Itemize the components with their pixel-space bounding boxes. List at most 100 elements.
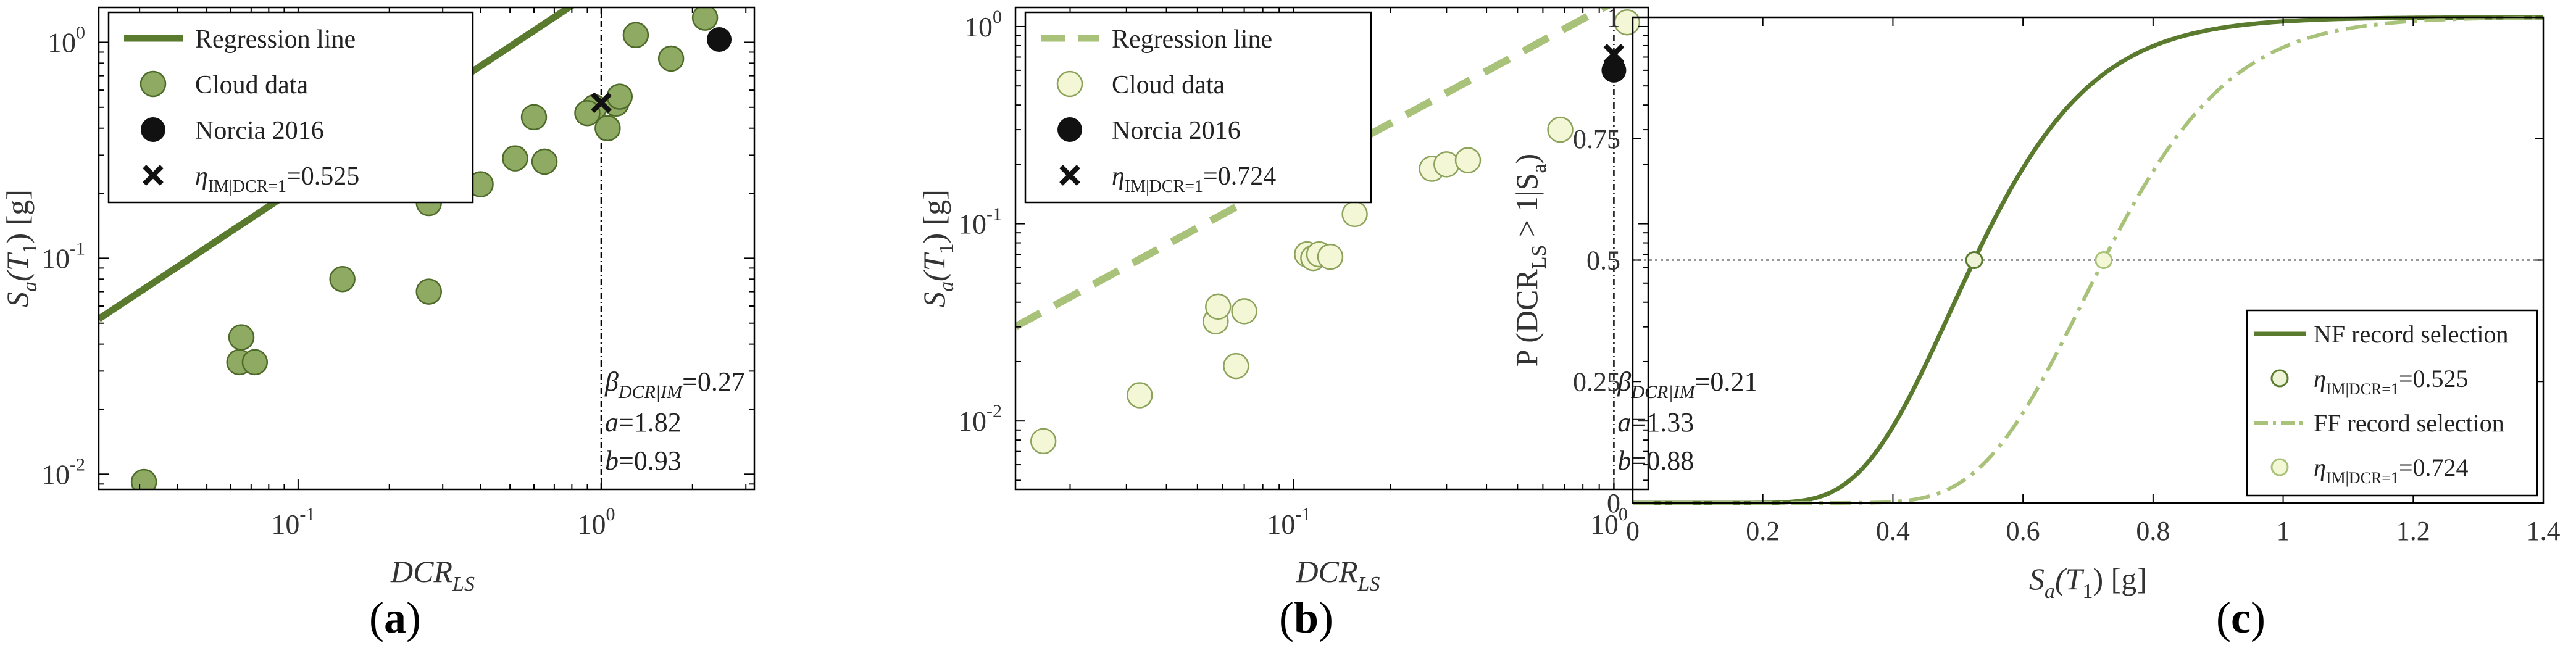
b-annotation: b=0.93 [605,446,682,476]
x-tick-label: 100 [1590,504,1628,540]
eta-marker [1603,43,1625,65]
legend-eta-marker [143,165,164,186]
panel-b: 10-1 100 10-2 10-1 100 DCRLS Sa(T1) [g] Regress… [917,6,1757,596]
x-axis-label: DCRLS [1296,554,1380,596]
x-tick-label: 0.4 [1876,516,1910,546]
legend-norcia-marker [1057,117,1082,142]
median-marker-ff [2095,251,2113,269]
legend: Regression line Cloud data Norcia 2016 ηIM|… [1024,11,1372,204]
x-tick-label: 0.6 [2006,516,2040,546]
cloud-data-point [228,324,255,351]
legend-eta-marker [1059,165,1080,186]
panel-label-a: (a) [369,593,421,642]
x-tick-label: 0 [1626,516,1640,546]
y-tick-label: 1 [1607,2,1620,33]
legend-label: Cloud data [1112,71,1225,99]
legend-label: Norcia 2016 [1112,117,1241,145]
x-tick-label: 100 [577,504,615,540]
legend-label: ηIM|DCR=1=0.724 [1112,162,1276,196]
x-tick-label: 1.4 [2527,516,2561,546]
cloud-data-point [1231,298,1257,325]
cloud-data-point [531,148,558,175]
x-tick-label: 1 [2277,516,2290,546]
panel-label-b: (b) [1278,593,1333,642]
cloud-data-point [1547,116,1574,143]
legend: Regression line Cloud data Norcia 2016 ηIM|… [107,11,474,204]
panel-c: 0 0.2 0.4 0.6 0.8 1 1.2 1.4 0 0.25 0.5 0.75 1 Sa(T1) … [1509,2,2561,603]
legend-median-marker [2270,458,2289,476]
a-annotation: a=1.82 [605,407,682,438]
y-tick-label: 10-1 [41,238,85,274]
y-tick-label: 10-2 [958,401,1002,437]
norcia-2016-point [707,27,732,52]
cloud-data-point [594,115,621,141]
b-annotation: b=0.88 [1617,446,1694,476]
legend-label: Regression line [1112,25,1272,54]
cloud-data-point [1454,147,1482,173]
legend-cloud-marker [140,70,167,98]
y-tick-label: 10-2 [41,454,85,490]
legend-label: ηIM|DCR=1=0.724 [2314,454,2469,487]
cloud-data-point [657,45,685,72]
panel-label-c: (c) [2216,593,2265,642]
cloud-data-point [130,468,157,489]
legend-box [1024,11,1372,204]
y-tick-label: 10-1 [958,204,1002,240]
y-tick-label: 100 [48,22,85,58]
axes-box [1014,6,1649,491]
legend-label: ηIM|DCR=1=0.525 [2314,365,2469,398]
legend-label: Cloud data [195,71,308,99]
x-tick-label: 10-1 [271,504,315,540]
legend-box [2246,309,2538,497]
median-marker-nf [1965,251,1983,269]
y-axis-label: P (DCRLS > 1|Sa) [1509,154,1551,367]
fragility-curve-ff [1633,15,2543,505]
legend-norcia-marker [141,117,165,142]
legend: NF record selection ηIM|DCR=1=0.525 FF rec… [2246,309,2538,497]
legend-box [107,11,474,204]
cloud-data-point [502,145,528,172]
cloud-data-point [606,83,633,110]
cloud-data-point [622,22,649,49]
x-tick-label: 1.2 [2396,516,2430,546]
legend-label: Regression line [195,25,356,54]
x-axis-label: Sa(T1) [g] [2029,562,2147,603]
cloud-data-point [1341,201,1368,228]
cloud-data-point [329,266,356,293]
cloud-data-point [1127,382,1153,409]
x-tick-label: 0.2 [1746,516,1780,546]
cloud-data-point [1205,293,1232,320]
y-tick-label: 0.25 [1573,367,1620,397]
legend-label: ηIM|DCR=1=0.525 [195,162,359,196]
y-tick-label: 0.5 [1586,246,1620,276]
y-axis-label: Sa(T1) [g] [0,189,41,307]
cloud-data-point [415,278,442,305]
a-annotation: a=1.33 [1617,407,1694,438]
x-axis-label: DCRLS [390,554,475,596]
norcia-2016-point [1601,57,1627,83]
y-tick-label: 0.75 [1573,124,1620,154]
y-tick-label: 100 [964,7,1002,43]
cloud-data-point [520,104,548,131]
legend-label: Norcia 2016 [195,117,324,145]
x-tick-label: 0.8 [2136,516,2170,546]
y-tick-label: 0 [1607,488,1620,518]
cloud-data-point [1030,428,1057,455]
legend-label: NF record selection [2314,320,2508,348]
panel-a: 10-1 100 10-2 10-1 100 DCRLS Sa(T1) [g] Regress… [0,6,756,596]
y-axis-label: Sa(T1) [g] [917,189,958,307]
x-tick-label: 10-1 [1267,504,1311,540]
cloud-data-point [241,349,269,376]
cloud-data-point [1317,243,1344,270]
beta-annotation: βDCR|IM=0.21 [1617,367,1757,402]
cloud-data-point [691,7,719,31]
eta-marker [591,92,612,114]
legend-median-marker [2270,369,2289,388]
beta-annotation: βDCR|IM=0.27 [604,367,745,402]
legend-label: FF record selection [2314,409,2504,437]
cloud-data-point [1433,151,1460,178]
axes-box [98,6,756,491]
legend-cloud-marker [1056,70,1083,98]
cloud-data-point [1223,352,1249,380]
